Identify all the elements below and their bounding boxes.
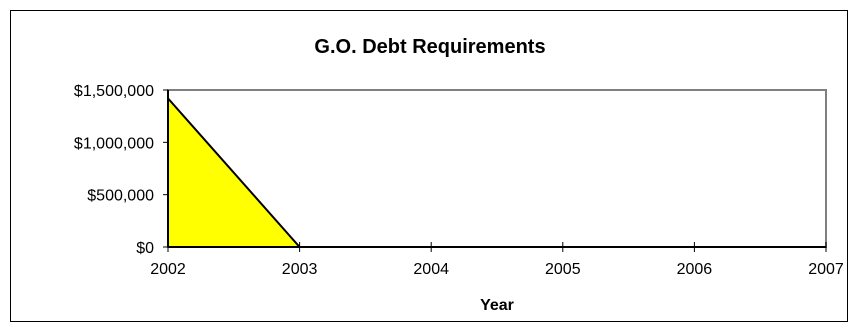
chart-title: G.O. Debt Requirements [314,36,545,58]
y-tick-label: $1,000,000 [74,135,154,152]
area-layer [167,97,826,248]
chart-frame [10,10,848,322]
x-tick-label: 2002 [150,261,186,278]
x-tick-label: 2003 [282,261,318,278]
x-tick-label: 2006 [677,261,713,278]
y-tick-labels: $0 $500,000 $1,000,000 $1,500,000 [74,83,154,257]
x-tick-label: 2005 [545,261,581,278]
axis-layer [163,89,827,252]
area-fill-series-0 [168,98,826,247]
y-tick-label: $1,500,000 [74,83,154,100]
y-tick-label: $500,000 [87,188,154,205]
x-tick-label: 2007 [808,261,844,278]
x-tick-labels: 2002 2003 2004 2005 2006 2007 [150,261,844,278]
y-tick-label: $0 [136,240,154,257]
x-axis-title: Year [480,297,514,314]
x-tick-label: 2004 [413,261,449,278]
